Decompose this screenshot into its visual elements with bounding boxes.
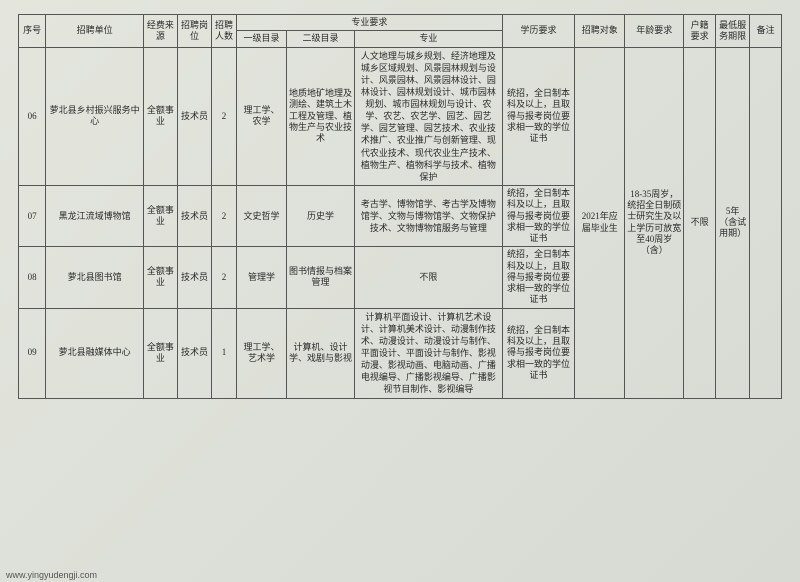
- cell-seq: 09: [19, 308, 46, 398]
- th-post: 招聘岗位: [177, 15, 211, 48]
- cell-cat2: 地质地矿地理及测绘、建筑土木工程及管理、植物生产与农业技术: [286, 47, 354, 186]
- cell-cat1: 理工学、艺术学: [236, 308, 286, 398]
- cell-unit: 萝北县图书馆: [46, 247, 144, 308]
- cell-post: 技术员: [177, 247, 211, 308]
- cell-unit: 黑龙江流域博物馆: [46, 186, 144, 247]
- cell-major: 计算机平面设计、计算机艺术设计、计算机美术设计、动漫制作技术、动漫设计、动漫设计…: [355, 308, 503, 398]
- cell-cat1: 理工学、农学: [236, 47, 286, 186]
- cell-edu: 统招，全日制本科及以上，且取得与报考岗位要求相一致的学位证书: [502, 186, 575, 247]
- cell-cat2: 图书情报与档案管理: [286, 247, 354, 308]
- cell-post: 技术员: [177, 47, 211, 186]
- cell-fund: 全额事业: [143, 247, 177, 308]
- cell-post: 技术员: [177, 308, 211, 398]
- cell-unit: 萝北县乡村振兴服务中心: [46, 47, 144, 186]
- cell-age: 18-35周岁，统招全日制硕士研究生及以上学历可放宽至40周岁（含）: [625, 47, 684, 398]
- cell-seq: 07: [19, 186, 46, 247]
- recruitment-table: 序号 招聘单位 经费来源 招聘岗位 招聘人数 专业要求 学历要求 招聘对象 年龄…: [18, 14, 782, 399]
- th-cat1: 一级目录: [236, 31, 286, 47]
- th-age: 年龄要求: [625, 15, 684, 48]
- cell-unit: 萝北县融媒体中心: [46, 308, 144, 398]
- cell-num: 2: [212, 186, 237, 247]
- cell-term: 5年（含试用期）: [716, 47, 750, 398]
- th-huji: 户籍要求: [684, 15, 716, 48]
- cell-fund: 全额事业: [143, 47, 177, 186]
- cell-seq: 06: [19, 47, 46, 186]
- th-obj: 招聘对象: [575, 15, 625, 48]
- th-major-group: 专业要求: [236, 15, 502, 31]
- th-fund: 经费来源: [143, 15, 177, 48]
- cell-fund: 全额事业: [143, 308, 177, 398]
- cell-major: 人文地理与城乡规划、经济地理及城乡区域规划、风景园林规划与设计、风景园林、风景园…: [355, 47, 503, 186]
- th-note: 备注: [750, 15, 782, 48]
- th-term: 最低服务期限: [716, 15, 750, 48]
- th-edu: 学历要求: [502, 15, 575, 48]
- th-cat2: 二级目录: [286, 31, 354, 47]
- cell-num: 1: [212, 308, 237, 398]
- cell-edu: 统招，全日制本科及以上，且取得与报考岗位要求相一致的学位证书: [502, 247, 575, 308]
- cell-fund: 全额事业: [143, 186, 177, 247]
- cell-cat1: 文史哲学: [236, 186, 286, 247]
- cell-note: [750, 47, 782, 398]
- cell-seq: 08: [19, 247, 46, 308]
- cell-post: 技术员: [177, 186, 211, 247]
- th-seq: 序号: [19, 15, 46, 48]
- cell-edu: 统招，全日制本科及以上，且取得与报考岗位要求相一致的学位证书: [502, 47, 575, 186]
- cell-cat2: 历史学: [286, 186, 354, 247]
- cell-num: 2: [212, 47, 237, 186]
- cell-edu: 统招，全日制本科及以上，且取得与报考岗位要求相一致的学位证书: [502, 308, 575, 398]
- cell-huji: 不限: [684, 47, 716, 398]
- table-row: 06 萝北县乡村振兴服务中心 全额事业 技术员 2 理工学、农学 地质地矿地理及…: [19, 47, 782, 186]
- cell-major: 不限: [355, 247, 503, 308]
- cell-cat2: 计算机、设计学、戏剧与影视: [286, 308, 354, 398]
- cell-major: 考古学、博物馆学、考古学及博物馆学、文物与博物馆学、文物保护技术、文物博物馆服务…: [355, 186, 503, 247]
- cell-obj: 2021年应届毕业生: [575, 47, 625, 398]
- cell-num: 2: [212, 247, 237, 308]
- th-unit: 招聘单位: [46, 15, 144, 48]
- th-num: 招聘人数: [212, 15, 237, 48]
- th-major: 专业: [355, 31, 503, 47]
- footer-watermark: www.yingyudengji.com: [6, 570, 97, 580]
- cell-cat1: 管理学: [236, 247, 286, 308]
